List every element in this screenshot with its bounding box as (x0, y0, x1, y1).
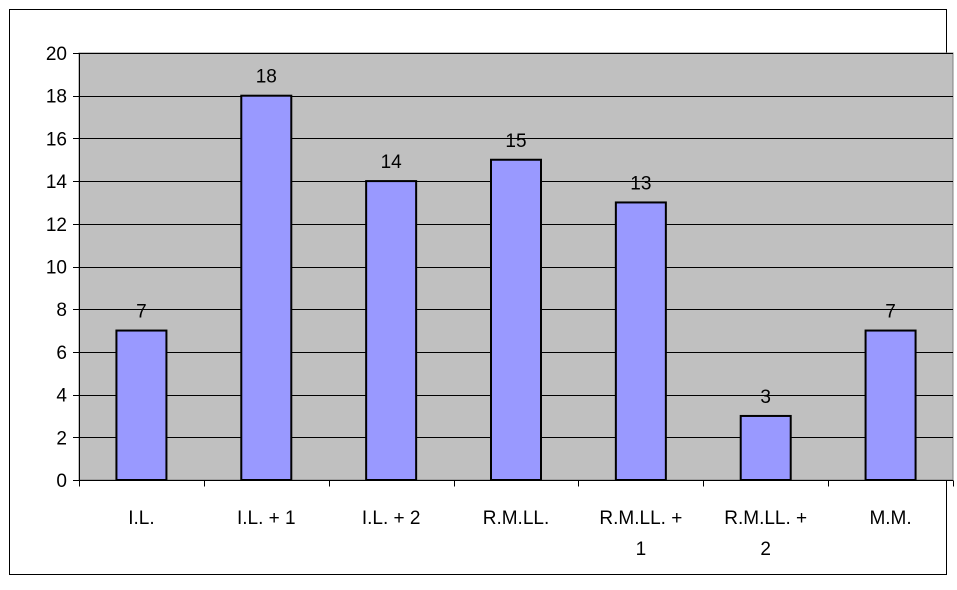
x-tick-label: I.L. (128, 508, 154, 529)
y-tick-label: 14 (46, 172, 68, 193)
x-tick-label: I.L. + 2 (362, 508, 421, 529)
y-tick-label: 6 (56, 343, 67, 364)
x-tick-label: R.M.LL. +2 (724, 508, 807, 560)
data-labels: 7 18 14 15 13 3 7 (136, 67, 896, 408)
data-label: 15 (505, 131, 526, 152)
y-axis-tick-labels: 0 2 4 6 8 10 12 14 16 18 20 (46, 44, 68, 492)
bar (365, 180, 418, 481)
data-label: 13 (630, 173, 651, 194)
x-tick-label: R.M.LL. +1 (599, 508, 682, 560)
bar (490, 158, 542, 481)
y-tick-label: 20 (46, 44, 67, 65)
data-label: 3 (760, 387, 771, 408)
data-label: 7 (885, 302, 896, 323)
y-tick-label: 18 (46, 87, 67, 108)
bar (240, 94, 293, 481)
y-tick-label: 8 (56, 300, 67, 321)
bar (864, 329, 917, 481)
y-tick-label: 12 (46, 215, 67, 236)
y-tick-label: 2 (56, 428, 67, 449)
y-tick-label: 0 (56, 471, 67, 492)
axes (73, 53, 954, 487)
bar (115, 329, 168, 481)
data-label: 7 (136, 302, 147, 323)
x-axis-tick-labels: I.L. I.L. + 1 I.L. + 2 R.M.LL. R.M.LL. +1 R.M… (128, 508, 911, 560)
x-tick-label: I.L. + 1 (237, 508, 296, 529)
data-label: 14 (381, 152, 403, 173)
y-tick-label: 4 (56, 386, 67, 407)
data-label: 18 (256, 67, 277, 88)
x-tick-label: R.M.LL. (483, 508, 550, 529)
y-tick-label: 10 (46, 258, 67, 279)
bar (739, 414, 792, 482)
bar (614, 201, 667, 481)
x-tick-label: M.M. (869, 508, 911, 529)
y-tick-label: 16 (46, 129, 67, 150)
